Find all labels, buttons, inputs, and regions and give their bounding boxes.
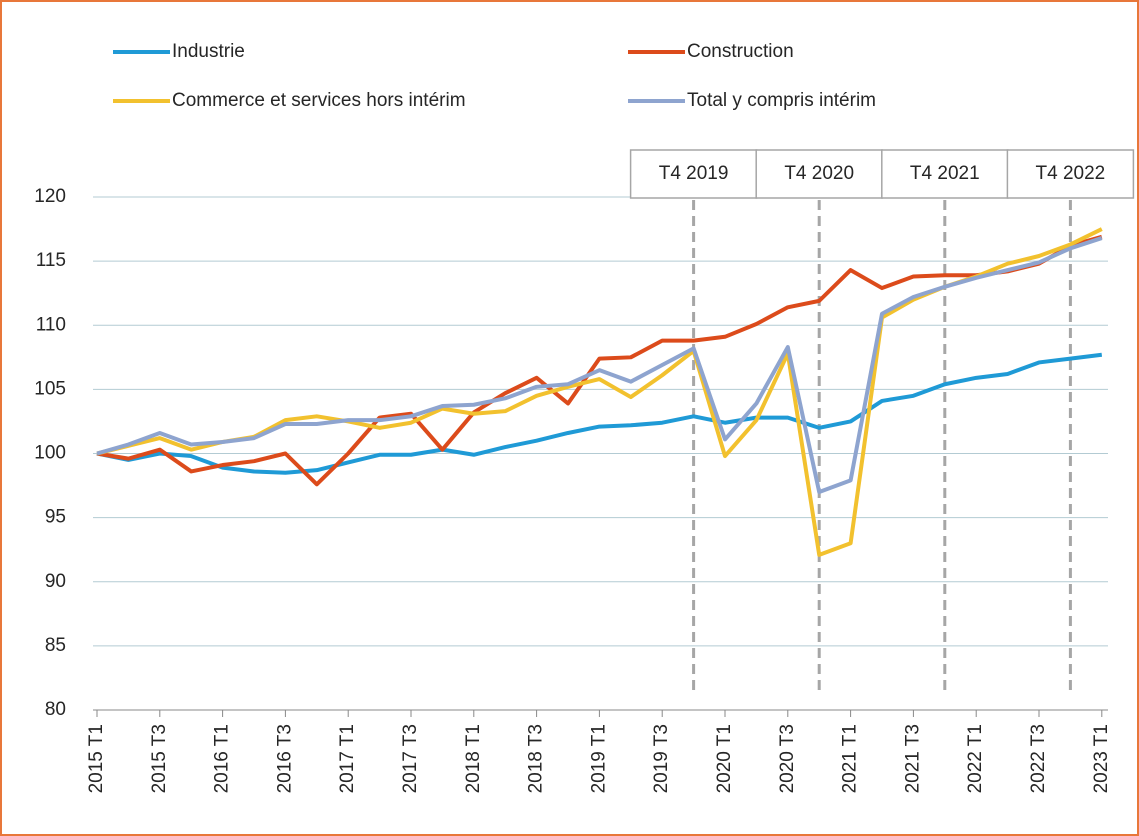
y-tick-label: 90 (45, 571, 66, 592)
x-tick-label: 2019 T3 (651, 724, 672, 793)
annotation-label: T4 2019 (659, 163, 729, 184)
legend-label: Construction (687, 41, 794, 62)
annotation-label: T4 2020 (784, 163, 854, 184)
annotation-label: T4 2021 (910, 163, 980, 184)
y-tick-label: 100 (34, 443, 66, 464)
x-tick-label: 2019 T1 (588, 724, 609, 793)
x-tick-label: 2018 T1 (463, 724, 484, 793)
x-tick-label: 2016 T1 (212, 724, 233, 793)
annotation-label: T4 2022 (1036, 163, 1106, 184)
annotation-box (755, 149, 883, 199)
legend-label: Industrie (172, 41, 245, 62)
x-tick-label: 2016 T3 (274, 724, 295, 793)
annotation-box (881, 149, 1009, 199)
y-tick-label: 110 (36, 314, 66, 335)
x-tick-label: 2015 T3 (149, 724, 170, 793)
y-tick-label: 85 (45, 635, 66, 656)
x-tick-label: 2023 T1 (1091, 724, 1112, 793)
y-tick-label: 120 (34, 186, 66, 207)
x-tick-label: 2022 T3 (1028, 724, 1049, 793)
x-tick-label: 2020 T1 (714, 724, 735, 793)
series-line (96, 236, 1103, 494)
legend-label: Total y compris intérim (687, 90, 876, 111)
x-tick-label: 2022 T1 (965, 724, 986, 793)
y-tick-label: 80 (45, 699, 66, 720)
x-tick-label: 2017 T3 (400, 724, 421, 793)
y-tick-label: 95 (45, 507, 66, 528)
annotation-box (629, 149, 758, 199)
x-tick-label: 2015 T1 (86, 724, 107, 793)
legend-label: Commerce et services hors intérim (172, 90, 466, 111)
x-tick-label: 2021 T3 (902, 724, 923, 793)
x-tick-label: 2020 T3 (777, 724, 798, 793)
x-tick-label: 2018 T3 (526, 724, 547, 793)
y-tick-label: 115 (36, 250, 66, 271)
annotation-box (1006, 149, 1135, 199)
y-tick-label: 105 (34, 378, 66, 399)
series-line (96, 234, 1103, 487)
x-tick-label: 2021 T1 (840, 724, 861, 793)
series-line (96, 352, 1103, 475)
x-tick-label: 2017 T1 (337, 724, 358, 793)
